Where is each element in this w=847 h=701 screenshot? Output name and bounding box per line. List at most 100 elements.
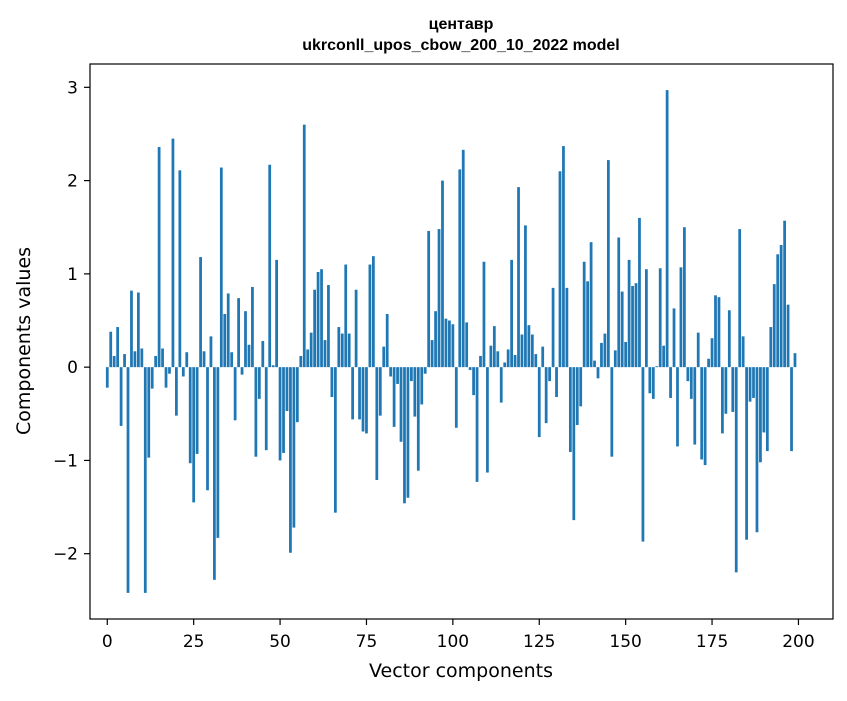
bar xyxy=(617,237,621,368)
bar xyxy=(496,351,500,368)
bar xyxy=(112,355,116,368)
bar xyxy=(392,367,396,427)
bar xyxy=(600,342,603,368)
bar xyxy=(665,90,669,368)
bar xyxy=(537,367,541,438)
bar xyxy=(361,367,365,432)
bar xyxy=(707,358,710,368)
plot-frame xyxy=(89,63,834,620)
bar xyxy=(140,348,144,368)
bar xyxy=(627,259,631,368)
bar xyxy=(316,272,320,368)
bar xyxy=(582,261,586,368)
bar xyxy=(403,367,406,504)
bar xyxy=(721,367,724,434)
bar xyxy=(119,367,123,426)
bar xyxy=(689,367,693,399)
bar xyxy=(444,318,448,368)
bar xyxy=(371,256,375,368)
bar xyxy=(192,367,196,503)
bar xyxy=(759,367,762,463)
bar xyxy=(565,287,569,368)
bar xyxy=(292,367,296,528)
bar xyxy=(727,310,731,368)
bar xyxy=(551,287,555,368)
bar xyxy=(320,269,323,368)
y-tick-label: −1 xyxy=(53,451,78,471)
bar xyxy=(358,367,361,420)
bar xyxy=(389,367,393,377)
bar xyxy=(731,367,735,412)
bar xyxy=(330,367,334,397)
bar xyxy=(734,367,738,573)
bar xyxy=(105,367,109,388)
bar xyxy=(375,367,379,481)
bar xyxy=(693,367,697,445)
bar xyxy=(327,285,330,368)
bar xyxy=(486,367,489,473)
bar xyxy=(154,355,158,368)
bar xyxy=(700,367,704,460)
bar xyxy=(786,304,790,368)
bar xyxy=(396,367,399,384)
bar xyxy=(524,225,527,368)
bar xyxy=(710,338,714,368)
bar xyxy=(451,324,455,368)
y-tick-label: 3 xyxy=(67,78,78,98)
bar xyxy=(703,367,707,466)
bar xyxy=(669,367,672,398)
x-tick-label: 75 xyxy=(356,632,378,652)
bar xyxy=(679,267,683,368)
bar xyxy=(696,332,700,368)
bar xyxy=(541,346,545,368)
bar xyxy=(714,295,717,368)
bar xyxy=(109,331,113,368)
bar xyxy=(306,349,310,368)
bar xyxy=(161,348,164,368)
bar xyxy=(475,367,479,482)
bar xyxy=(295,367,299,423)
bar xyxy=(410,367,413,382)
bar xyxy=(206,367,209,491)
bar xyxy=(575,367,579,425)
bar xyxy=(506,349,510,368)
bar xyxy=(209,336,213,368)
bar xyxy=(337,327,341,368)
y-tick-label: 2 xyxy=(67,172,78,192)
bar xyxy=(634,283,638,368)
bar xyxy=(530,334,534,368)
bar xyxy=(465,322,469,368)
bar xyxy=(123,354,126,368)
bar xyxy=(347,333,351,368)
bar xyxy=(399,367,403,442)
bar xyxy=(137,292,140,368)
x-tick-label: 100 xyxy=(437,632,469,652)
bar xyxy=(624,341,628,368)
bar xyxy=(683,227,686,368)
x-tick-label: 175 xyxy=(696,632,728,652)
bar xyxy=(257,367,261,399)
bar xyxy=(534,354,538,368)
bar xyxy=(244,311,247,368)
bar xyxy=(420,367,424,405)
bar xyxy=(658,268,662,368)
bar xyxy=(651,367,655,399)
bar xyxy=(527,325,531,368)
x-tick-label: 0 xyxy=(102,632,113,652)
bar xyxy=(226,293,230,368)
bar xyxy=(430,340,434,368)
bar xyxy=(745,367,748,540)
bar xyxy=(385,313,389,368)
y-tick-label: 0 xyxy=(67,358,78,378)
bar xyxy=(717,297,721,368)
bar xyxy=(278,367,282,461)
bar xyxy=(472,367,475,396)
bar xyxy=(116,327,120,368)
bar xyxy=(558,171,562,368)
bar xyxy=(676,367,679,447)
bar xyxy=(613,350,617,368)
bar xyxy=(596,367,600,379)
bar xyxy=(333,367,337,513)
bar xyxy=(289,367,292,553)
